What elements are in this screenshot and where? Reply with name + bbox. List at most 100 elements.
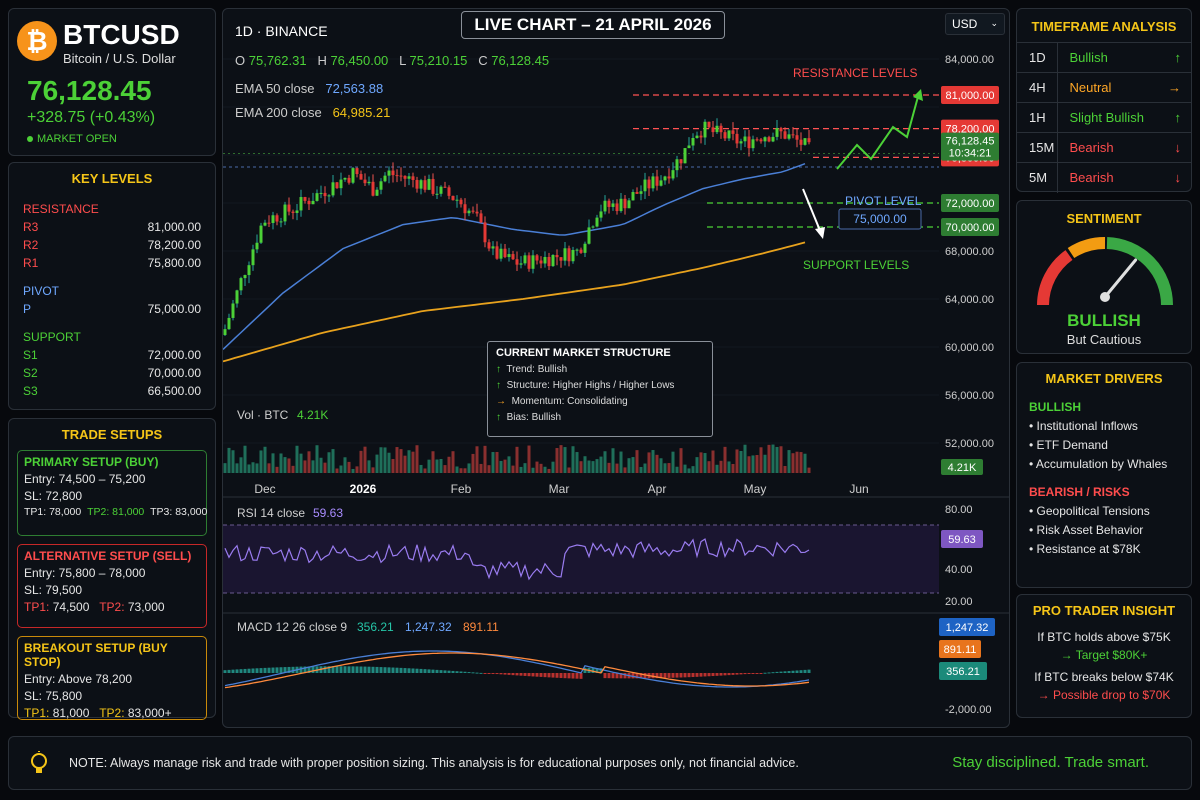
price-chart[interactable]: RESISTANCE LEVELS SUPPORT LEVELS PIVOT L… [222,8,1010,728]
volume-bar [551,461,555,473]
setup-tp2-value: 73,000 [127,600,165,614]
price-axis-label: 56,000.00 [945,390,994,402]
volume-bar [495,451,499,473]
macd-histogram-bar [543,673,547,678]
candle-body [639,191,643,194]
candle-body [623,198,627,209]
structure-item-trend: ↑ Trend: Bullish [496,364,704,375]
level-name: S3 [23,384,38,398]
volume-bar [663,463,667,473]
timeframe-row[interactable]: 4H Neutral → [1017,72,1191,103]
timeframe-row[interactable]: 1H Slight Bullish ↑ [1017,102,1191,133]
currency-select[interactable]: USD ⌄ [945,13,1005,35]
structure-item-value: Consolidating [567,396,628,407]
volume-bar [731,463,735,473]
macd-histogram-bar [255,668,259,673]
timeframe-exchange[interactable]: 1D · BINANCE [235,23,328,39]
bearish-projection-arrow [802,188,822,234]
level-tag [941,194,999,212]
gauge-hub [1100,292,1110,302]
setup-tp2-label: TP2: [99,600,125,614]
timeframe-row[interactable]: 5M Bearish ↓ [1017,162,1191,193]
macd-histogram-bar [375,666,379,673]
volume-bar [771,444,775,473]
candle-body [595,217,599,227]
volume-bar [523,463,527,473]
volume-bar [679,448,683,473]
volume-label: Vol · BTC [237,408,289,422]
macd-histogram-bar [655,673,659,679]
candle-body [715,125,719,133]
market-status: MARKET OPEN [27,133,117,145]
volume-bar [255,463,259,473]
macd-histogram-bar [299,666,303,673]
macd-histogram-bar [423,669,427,673]
volume-bar [455,466,459,473]
candle-body [691,137,695,146]
last-price-tag [941,132,999,161]
candle-body [687,145,691,149]
volume-bar [711,450,715,473]
ema50-line [223,162,806,350]
candle-body [751,139,755,149]
volume-bar [427,459,431,473]
candle-body [783,131,787,139]
macd-histogram-bar [643,673,647,679]
setup-entry: Entry: 74,500 – 75,200 [24,472,146,486]
volume-bar [767,444,771,473]
volume-bar [739,450,743,473]
volume-bar [487,465,491,473]
structure-item-value: Higher Highs / Higher Lows [552,380,675,391]
signal-tag [939,640,981,658]
macd-histogram-bar [403,668,407,673]
level-row-r2: R2 78,200.00 [23,238,201,252]
timeframe-name: 1H [1017,102,1057,133]
time-axis-label: 2026 [350,482,377,496]
candle-body [619,198,623,212]
candle-body [435,193,439,195]
candle-body [391,170,395,176]
bitcoin-logo-icon: ₿ [17,21,57,61]
macd-histogram-bar [271,667,275,673]
candle-body [267,222,271,224]
chart-canvas[interactable]: RESISTANCE LEVELS SUPPORT LEVELS PIVOT L… [223,9,1010,728]
rsi-value: 59.63 [313,506,343,520]
current-price: 76,128.45 [27,75,152,106]
candle-body [799,139,803,145]
ema50-value: 72,563.88 [325,81,384,96]
timeframe-row[interactable]: 1D Bullish ↑ [1017,42,1191,73]
volume-bar [703,453,707,473]
arrow-right-icon: → [1152,72,1191,103]
currency-value: USD [952,17,978,31]
timeframe-row[interactable]: 15M Bearish ↓ [1017,132,1191,163]
macd-histogram-bar [479,672,483,674]
candle-body [683,148,687,164]
candle-body [647,179,651,189]
timeframe-signal: Bullish [1056,42,1153,73]
macd-tag-value: 1,247.32 [946,622,989,634]
macd-histogram-bar [615,673,619,679]
low-value: 75,210.15 [409,53,468,68]
macd-histogram-bar [379,667,383,673]
volume-bar [443,465,447,473]
macd-histogram-bar [291,666,295,673]
macd-histogram-bar [547,673,551,678]
structure-item-momentum: → Momentum: Consolidating [496,396,704,407]
volume-bar [751,455,755,473]
candle-body [559,257,563,261]
timeframe-signal: Bearish [1056,132,1153,163]
volume-bar [651,450,655,473]
candle-body [719,125,723,133]
sentiment-sublabel: But Cautious [1066,332,1142,347]
timeframe-analysis-panel: TIMEFRAME ANALYSIS 1D Bullish ↑ 4H Neutral →… [1016,8,1192,193]
arrow-right-icon: → [496,396,506,407]
volume-bar [547,468,551,473]
candle-body [235,290,239,304]
bearish-drivers-heading: BEARISH / RISKS [1029,485,1130,499]
macd-histogram-bar [231,669,235,673]
macd-histogram-bar [723,673,727,676]
setup-entry: Entry: Above 78,200 [24,672,133,686]
volume-bar [559,445,563,473]
volume-bar [463,468,467,473]
volume-bar [403,455,407,473]
